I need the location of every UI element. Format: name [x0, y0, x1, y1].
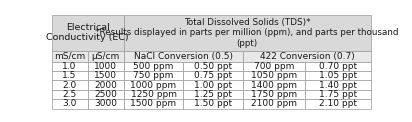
Bar — [305, 80, 371, 90]
Text: 1050 ppm: 1050 ppm — [251, 71, 297, 80]
Text: 700 ppm: 700 ppm — [254, 62, 295, 71]
Text: 2.0: 2.0 — [62, 81, 77, 90]
Bar — [124, 15, 371, 51]
Bar — [305, 62, 371, 71]
Text: 1000: 1000 — [94, 62, 117, 71]
Text: Electrical
Conductivity (EC): Electrical Conductivity (EC) — [46, 23, 129, 42]
Text: 1000 ppm: 1000 ppm — [131, 81, 177, 90]
Bar — [243, 71, 305, 80]
Text: 0.50 ppt: 0.50 ppt — [194, 62, 232, 71]
Bar — [52, 80, 88, 90]
Bar — [52, 62, 88, 71]
Bar — [124, 51, 243, 62]
Text: 2.5: 2.5 — [62, 90, 77, 99]
Bar — [243, 90, 305, 99]
Bar — [88, 99, 124, 109]
Bar — [52, 90, 88, 99]
Bar — [88, 62, 124, 71]
Text: 0.75 ppt: 0.75 ppt — [194, 71, 232, 80]
Bar — [88, 80, 124, 90]
Text: 1.50 ppt: 1.50 ppt — [194, 99, 232, 108]
Text: μS/cm: μS/cm — [91, 52, 120, 61]
Bar — [183, 99, 243, 109]
Text: 2000: 2000 — [94, 81, 117, 90]
Text: 1.0: 1.0 — [62, 62, 77, 71]
Text: 2100 ppm: 2100 ppm — [251, 99, 297, 108]
Bar — [52, 15, 124, 51]
Bar — [243, 51, 371, 62]
Text: Total Dissolved Solids (TDS)*
*Results displayed in parts per million (ppm), and: Total Dissolved Solids (TDS)* *Results d… — [96, 18, 399, 48]
Text: mS/cm: mS/cm — [54, 52, 85, 61]
Text: 1.00 ppt: 1.00 ppt — [194, 81, 232, 90]
Bar — [305, 71, 371, 80]
Bar — [124, 99, 183, 109]
Bar — [305, 99, 371, 109]
Text: 500 ppm: 500 ppm — [133, 62, 174, 71]
Bar — [183, 62, 243, 71]
Text: 3000: 3000 — [94, 99, 117, 108]
Bar — [183, 80, 243, 90]
Text: NaCl Conversion (0.5): NaCl Conversion (0.5) — [134, 52, 233, 61]
Text: 1500 ppm: 1500 ppm — [131, 99, 177, 108]
Bar — [52, 99, 88, 109]
Bar — [124, 80, 183, 90]
Bar — [183, 71, 243, 80]
Text: 2.10 ppt: 2.10 ppt — [319, 99, 357, 108]
Bar — [183, 90, 243, 99]
Text: 0.70 ppt: 0.70 ppt — [319, 62, 357, 71]
Text: 3.0: 3.0 — [62, 99, 77, 108]
Bar — [243, 99, 305, 109]
Text: 2500: 2500 — [94, 90, 117, 99]
Bar — [124, 90, 183, 99]
Text: 1.75 ppt: 1.75 ppt — [319, 90, 357, 99]
Bar — [88, 51, 124, 62]
Bar — [124, 62, 183, 71]
Bar — [52, 71, 88, 80]
Bar — [305, 90, 371, 99]
Text: 1.5: 1.5 — [62, 71, 77, 80]
Bar — [88, 90, 124, 99]
Text: 1.25 ppt: 1.25 ppt — [194, 90, 232, 99]
Bar — [243, 80, 305, 90]
Text: 1400 ppm: 1400 ppm — [251, 81, 297, 90]
Text: 1250 ppm: 1250 ppm — [131, 90, 176, 99]
Bar — [88, 71, 124, 80]
Bar — [243, 62, 305, 71]
Text: 1500: 1500 — [94, 71, 117, 80]
Text: 422 Conversion (0.7): 422 Conversion (0.7) — [260, 52, 354, 61]
Text: 1.05 ppt: 1.05 ppt — [319, 71, 357, 80]
Bar — [52, 51, 88, 62]
Bar — [124, 71, 183, 80]
Text: 750 ppm: 750 ppm — [133, 71, 174, 80]
Text: 1750 ppm: 1750 ppm — [251, 90, 297, 99]
Text: 1.40 ppt: 1.40 ppt — [319, 81, 357, 90]
